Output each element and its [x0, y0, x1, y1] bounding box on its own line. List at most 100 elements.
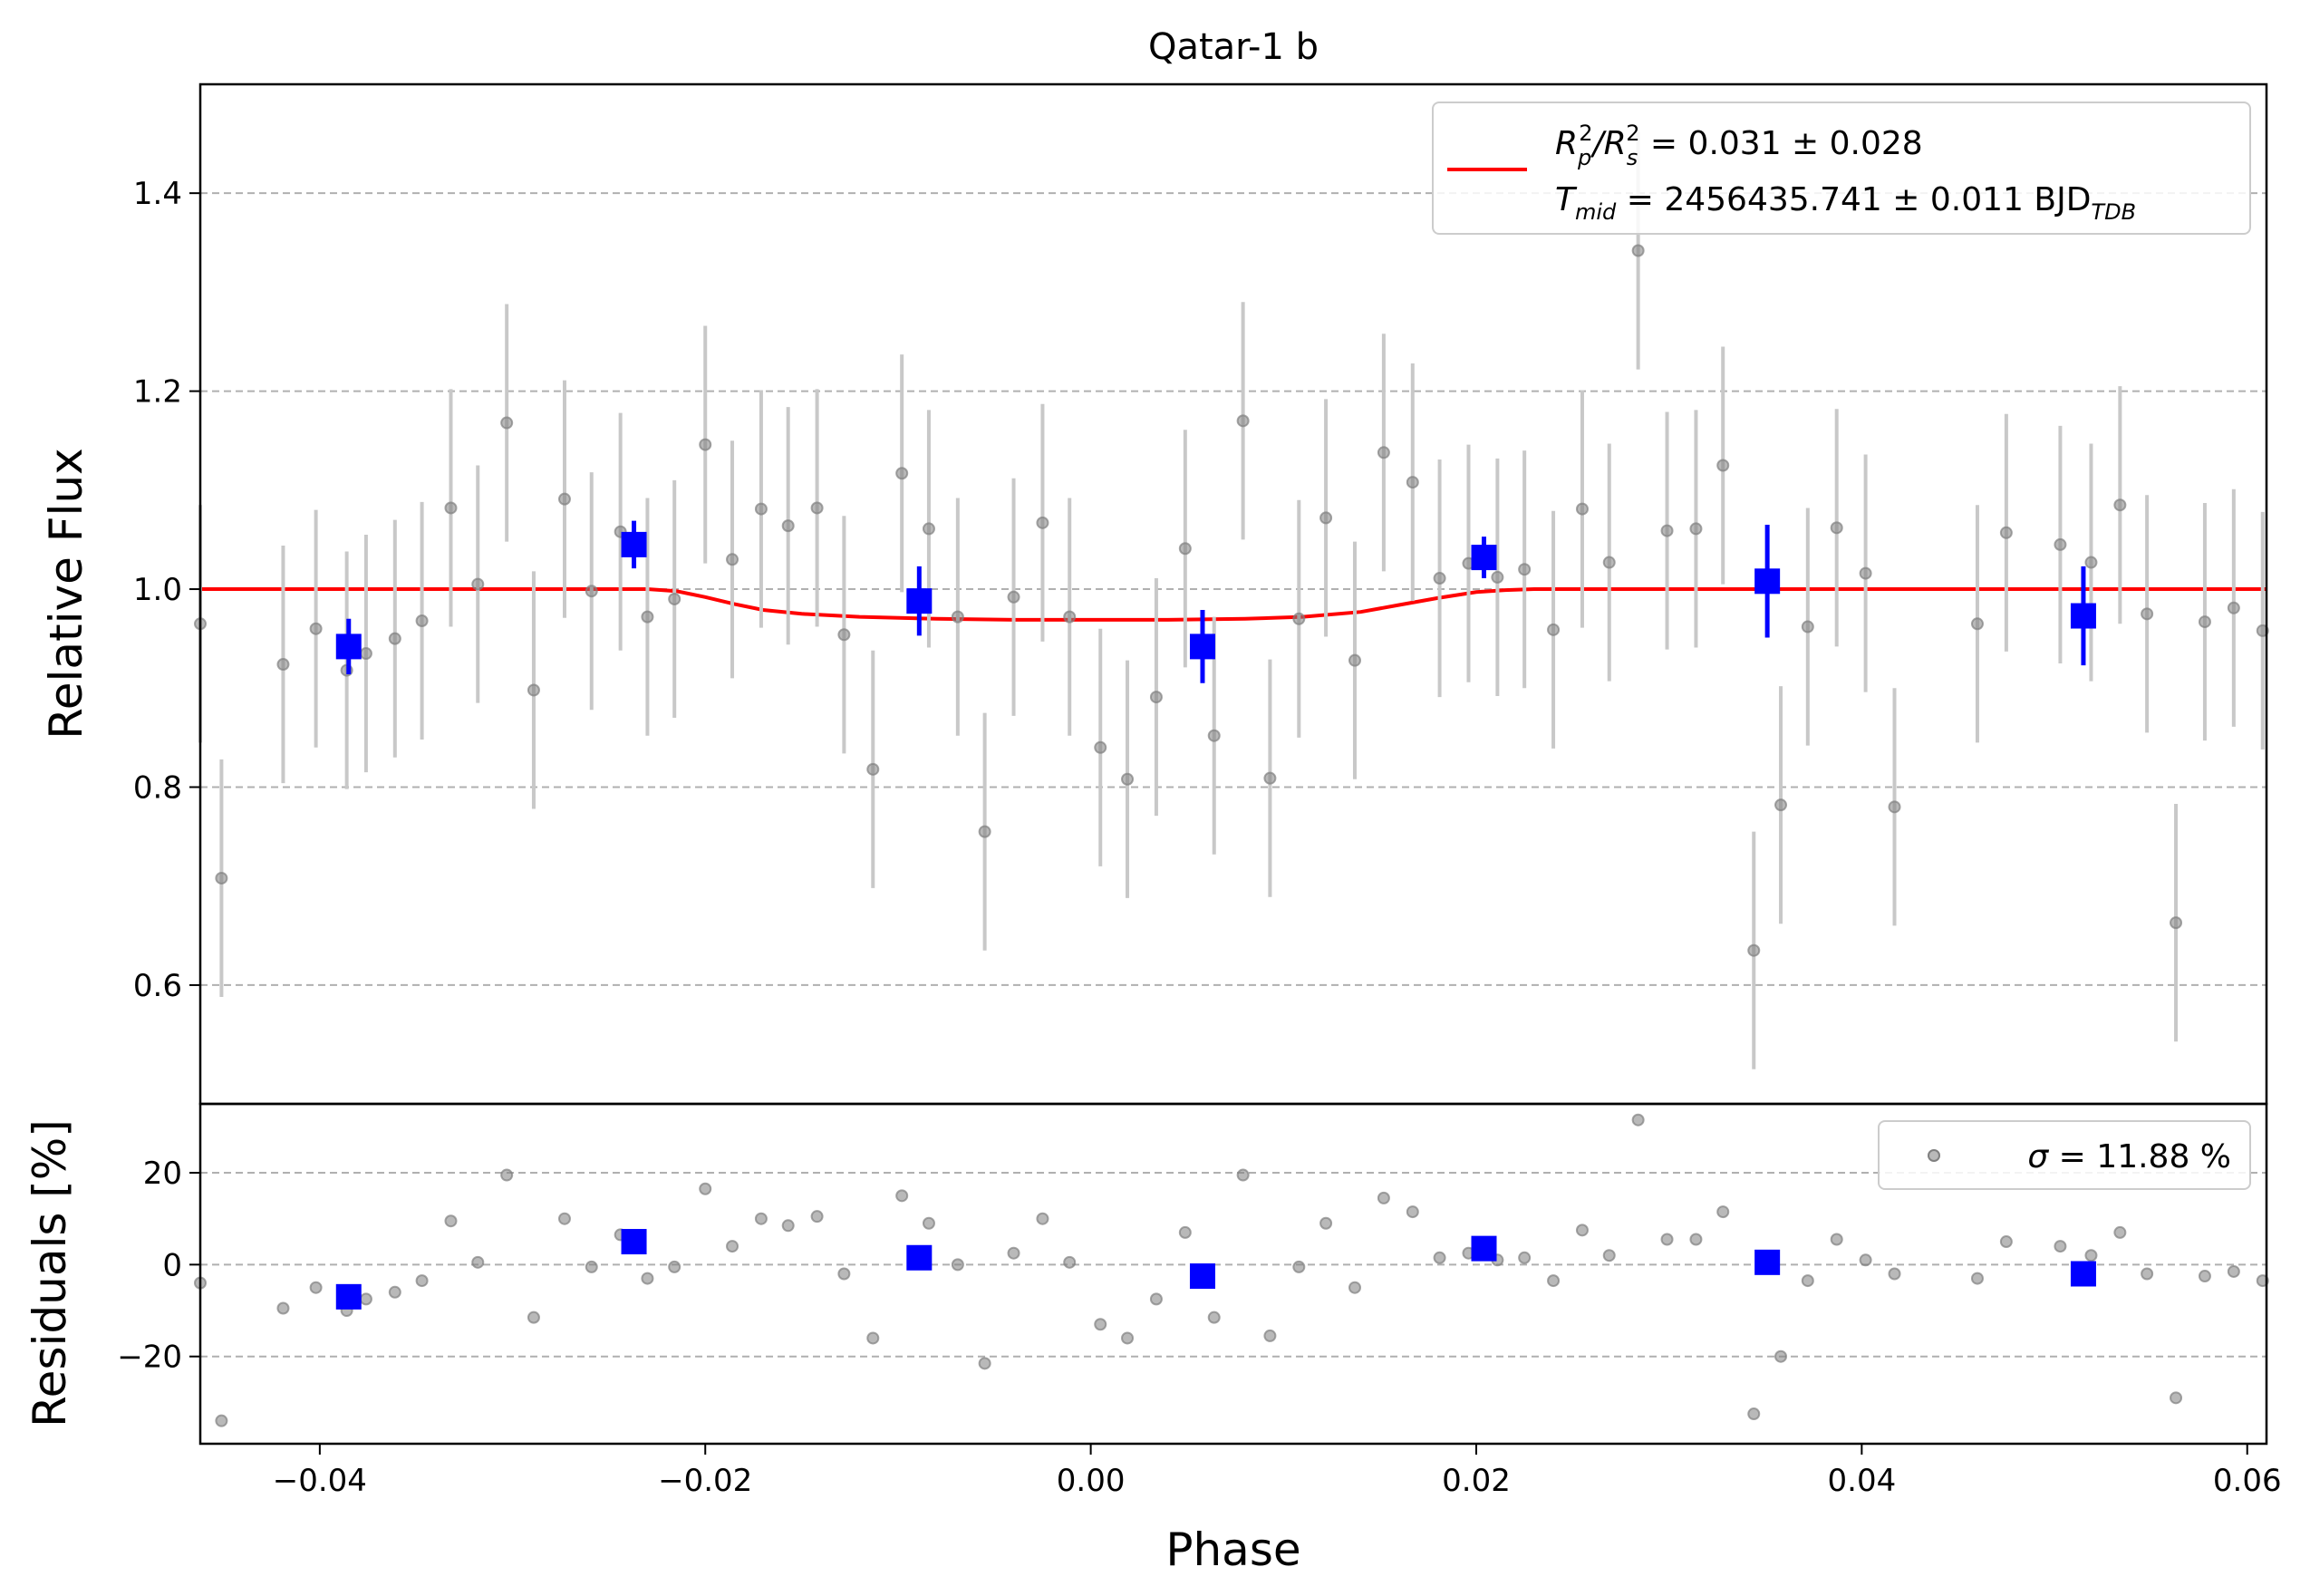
residual-axes-frame	[198, 1102, 2268, 1446]
residual-point	[951, 1258, 964, 1272]
data-point	[1970, 617, 1984, 631]
residuals-panel: −20 0 20 −0.04 −0.02 0.00 0.02 0.04 0.06 Residu…	[24, 1102, 2282, 1576]
binned-residual-point	[335, 1283, 362, 1310]
residual-point	[276, 1301, 290, 1315]
x-axis-title: Phase	[1165, 1523, 1300, 1576]
data-point	[2170, 916, 2183, 930]
residual-point	[2113, 1225, 2127, 1239]
residual-point	[2141, 1267, 2154, 1281]
binned-residual-point	[621, 1229, 647, 1255]
residual-y-ticks: −20 0 20	[117, 1156, 200, 1376]
residual-point	[1292, 1260, 1306, 1273]
transit-model-line	[200, 587, 2267, 622]
flux-legend-tmid-entry: Tmid = 2456435.741 ± 0.011 BJDTDB	[1555, 181, 2136, 225]
residual-legend: σ = 11.88 %	[1878, 1120, 2251, 1190]
residual-point	[1121, 1331, 1135, 1345]
residual-point	[215, 1414, 228, 1427]
data-point	[1036, 516, 1049, 529]
residual-point	[1319, 1216, 1333, 1230]
data-point	[500, 416, 514, 430]
x-tick-label: 0.06	[2213, 1463, 2282, 1499]
data-point	[1121, 772, 1135, 786]
residual-point	[1377, 1191, 1390, 1204]
residual-point	[1036, 1212, 1049, 1225]
residual-point	[585, 1260, 598, 1273]
residual-point	[699, 1182, 712, 1195]
data-point	[2084, 556, 2098, 569]
residual-point	[471, 1255, 485, 1269]
residual-y-tick-label: 0	[162, 1247, 182, 1283]
data-point	[1689, 522, 1703, 536]
data-point	[726, 553, 739, 566]
residual-point	[1406, 1205, 1419, 1219]
residual-point	[444, 1214, 458, 1228]
binned-residual-point	[1754, 1249, 1781, 1275]
residual-point	[1207, 1311, 1221, 1324]
residual-point	[388, 1285, 401, 1299]
data-point	[1602, 556, 1616, 569]
residual-point	[2084, 1249, 2098, 1262]
data-point	[2227, 601, 2240, 614]
data-point	[1319, 511, 1333, 525]
data-point	[1406, 476, 1419, 489]
residual-point	[1236, 1168, 1250, 1182]
residual-point	[1518, 1251, 1532, 1264]
residual-point	[500, 1168, 514, 1182]
residual-point	[1689, 1233, 1703, 1246]
data-point	[754, 502, 768, 516]
data-point	[471, 577, 485, 591]
data-point	[1660, 524, 1674, 537]
data-point	[1263, 771, 1277, 785]
data-point	[1149, 691, 1163, 704]
flux-y-ticks: 0.6 0.8 1.0 1.2 1.4	[133, 176, 200, 1004]
residual-point	[527, 1311, 540, 1324]
phase-x-ticks: −0.04 −0.02 0.00 0.02 0.04 0.06	[273, 1444, 2282, 1499]
data-point	[1292, 612, 1306, 625]
residual-point	[2256, 1274, 2269, 1288]
residual-point	[1063, 1255, 1077, 1269]
residual-legend-sigma: σ = 11.88 %	[2027, 1138, 2231, 1175]
residual-point	[1348, 1281, 1361, 1294]
residual-point	[1178, 1225, 1192, 1239]
data-point	[641, 610, 654, 624]
residual-point	[1970, 1272, 1984, 1285]
data-point	[1491, 570, 1504, 584]
data-point	[1377, 446, 1390, 459]
data-point	[1801, 620, 1814, 634]
data-point	[1999, 526, 2013, 539]
binned-residual-point	[2070, 1261, 2096, 1287]
data-point	[922, 522, 935, 536]
flux-panel: 0.60.81.01.21.4 Qatar-1 b Relative Flux …	[40, 26, 2269, 1106]
residual-point	[1801, 1274, 1814, 1288]
binned-point	[906, 588, 933, 614]
data-point	[2054, 537, 2067, 551]
data-point	[2198, 615, 2211, 629]
residual-point	[2198, 1270, 2211, 1283]
data-point	[359, 647, 372, 661]
data-point	[2256, 624, 2269, 637]
x-tick-label: −0.04	[273, 1463, 367, 1499]
residual-point	[1575, 1224, 1589, 1237]
x-tick-label: 0.04	[1828, 1463, 1897, 1499]
data-point	[388, 632, 401, 645]
residual-binned-layer	[335, 1229, 2096, 1310]
residual-point	[1094, 1318, 1107, 1331]
data-point	[1716, 459, 1730, 472]
flux-legend-depth-entry: Rp2/Rs2 = 0.031 ± 0.028	[1555, 121, 1923, 170]
data-point	[1433, 572, 1446, 585]
residual-point	[1602, 1249, 1616, 1262]
data-point	[1094, 740, 1107, 754]
residual-point	[895, 1189, 909, 1203]
residual-legend-box	[1878, 1120, 2251, 1190]
residual-y-tick-label: −20	[117, 1340, 182, 1376]
data-point	[2141, 607, 2154, 621]
residual-point	[1830, 1233, 1843, 1246]
data-point	[276, 658, 290, 672]
residual-point	[1774, 1349, 1788, 1363]
residual-point	[2227, 1264, 2240, 1278]
data-point	[2113, 498, 2127, 512]
flux-legend-box	[1432, 102, 2251, 235]
data-point	[1236, 414, 1250, 428]
data-point	[1207, 729, 1221, 742]
data-point	[810, 501, 824, 515]
